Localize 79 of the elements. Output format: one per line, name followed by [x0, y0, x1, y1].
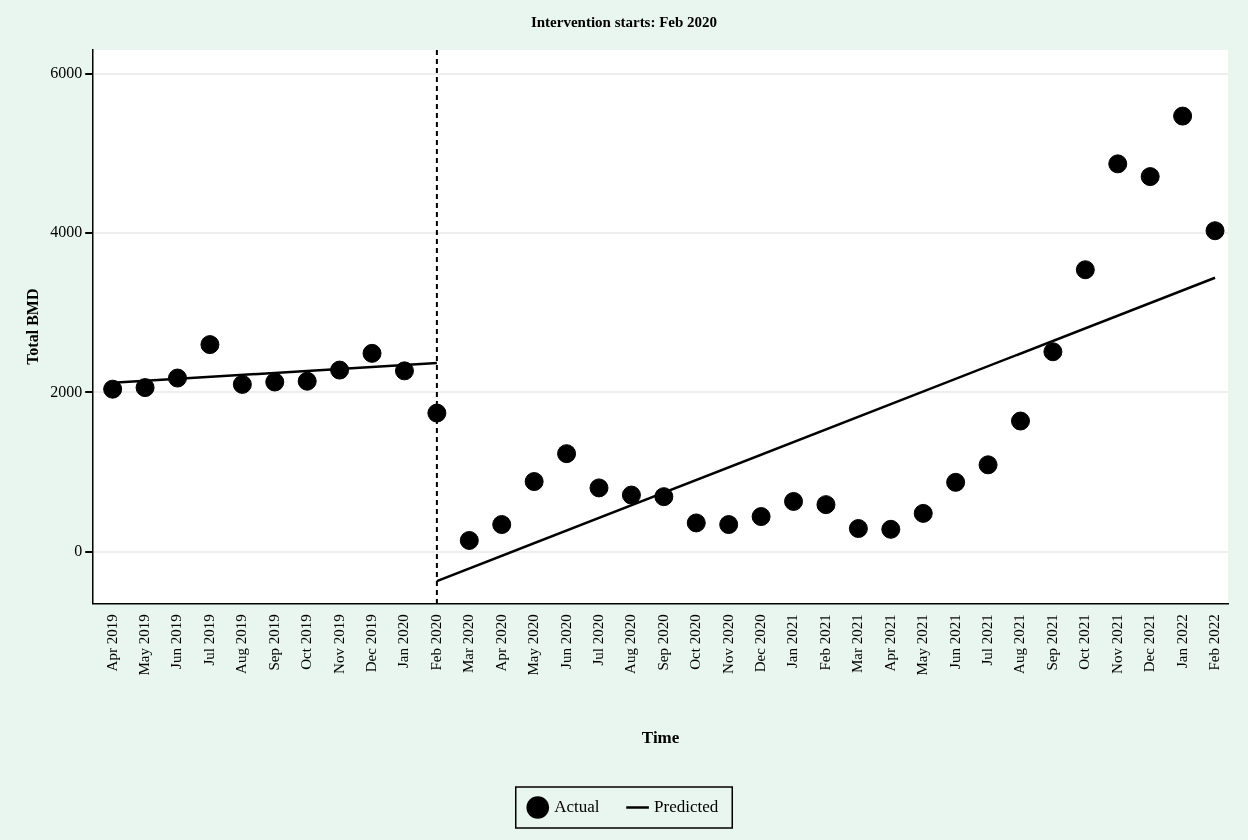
x-tick-label: Aug 2021	[1011, 614, 1028, 674]
x-tick-label: Apr 2020	[492, 614, 509, 672]
y-axis-title: Total BMD	[23, 288, 41, 365]
x-tick-label: Jul 2020	[589, 614, 606, 666]
x-tick-label: May 2020	[525, 614, 542, 676]
x-axis-title: Time	[641, 728, 680, 748]
point	[557, 444, 577, 464]
x-tick-label: Jun 2019	[168, 614, 185, 669]
x-tick-label: Nov 2019	[330, 614, 347, 674]
x-tick-label: May 2019	[136, 614, 153, 676]
point	[946, 472, 966, 492]
point	[265, 372, 285, 392]
x-tick-label: Mar 2020	[460, 614, 477, 674]
x-tick-label: Dec 2021	[1141, 614, 1158, 673]
x-tick-label: Dec 2020	[752, 614, 769, 673]
legend-label: Actual	[554, 796, 600, 816]
x-tick-label: Aug 2019	[233, 614, 250, 674]
point	[1075, 260, 1095, 280]
point	[1173, 106, 1193, 126]
point	[589, 478, 609, 498]
x-tick-label: Nov 2020	[719, 614, 736, 674]
x-tick-label: Apr 2021	[881, 614, 898, 672]
point	[751, 507, 771, 527]
point	[200, 335, 220, 355]
x-tick-label: Mar 2021	[849, 614, 866, 674]
x-tick-label: Jul 2019	[200, 614, 217, 666]
x-tick-label: Sep 2019	[265, 614, 282, 671]
point	[848, 519, 868, 539]
x-tick-label: Jun 2021	[946, 614, 963, 669]
x-tick-label: Jan 2020	[395, 614, 412, 669]
x-tick-label: Jan 2022	[1173, 614, 1190, 669]
point	[394, 361, 414, 381]
x-tick-label: Sep 2020	[654, 614, 671, 671]
x-tick-label: Feb 2020	[427, 614, 444, 671]
x-tick-label: Oct 2020	[687, 614, 704, 670]
y-tick-label: 4000	[50, 223, 83, 241]
point	[784, 491, 804, 511]
point	[330, 360, 350, 380]
y-tick-label: 0	[74, 541, 83, 559]
x-tick-label: Aug 2020	[622, 614, 639, 674]
point	[686, 513, 706, 533]
point	[459, 530, 479, 550]
chart-title: Intervention starts: Feb 2020	[530, 13, 718, 30]
x-tick-label: Jul 2021	[979, 614, 996, 666]
point	[654, 487, 674, 507]
point	[103, 379, 123, 399]
x-tick-label: Dec 2019	[362, 614, 379, 673]
point	[1108, 154, 1128, 174]
x-tick-label: Jun 2020	[557, 614, 574, 669]
legend-label: Predicted	[654, 796, 719, 816]
point	[427, 403, 447, 423]
point	[816, 495, 836, 515]
point	[881, 519, 901, 539]
x-tick-label: Apr 2019	[103, 614, 120, 672]
point	[362, 343, 382, 363]
point	[1140, 167, 1160, 187]
point	[492, 515, 512, 535]
point	[232, 374, 252, 394]
point	[168, 368, 187, 388]
point	[135, 378, 155, 398]
point	[1205, 221, 1225, 241]
point	[297, 371, 317, 391]
point	[1043, 342, 1063, 362]
x-tick-label: Feb 2021	[816, 614, 833, 671]
point	[978, 455, 998, 475]
x-tick-label: Oct 2021	[1076, 614, 1093, 670]
x-tick-label: Jan 2021	[784, 614, 801, 669]
x-tick-label: May 2021	[914, 614, 931, 676]
point	[621, 485, 641, 505]
point	[913, 503, 933, 523]
point	[719, 515, 739, 535]
y-tick-label: 2000	[50, 382, 83, 400]
x-tick-label: Feb 2022	[1205, 614, 1222, 671]
y-tick-label: 6000	[50, 64, 83, 82]
point	[1010, 411, 1030, 431]
x-tick-label: Oct 2019	[298, 614, 315, 670]
point	[524, 472, 544, 492]
x-tick-label: Nov 2021	[1108, 614, 1125, 674]
x-tick-label: Sep 2021	[1043, 614, 1060, 671]
